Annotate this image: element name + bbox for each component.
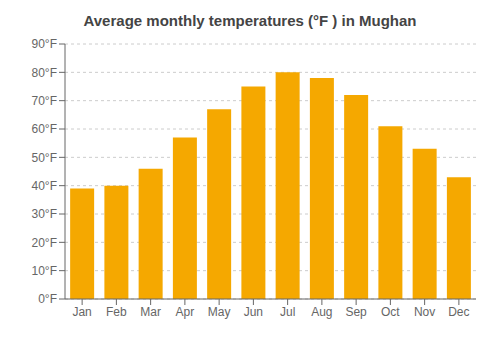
svg-text:Jul: Jul — [280, 305, 295, 319]
svg-text:50°F: 50°F — [32, 151, 57, 165]
svg-text:May: May — [208, 305, 231, 319]
svg-text:Aug: Aug — [311, 305, 332, 319]
svg-text:80°F: 80°F — [32, 66, 57, 80]
html-text:Average monthly temperatures (: Average monthly temperatures (°F ) in Mu… — [83, 12, 417, 29]
svg-text:10°F: 10°F — [32, 264, 57, 278]
svg-text:Nov: Nov — [414, 305, 435, 319]
svg-text:Jun: Jun — [244, 305, 263, 319]
svg-text:Apr: Apr — [176, 305, 195, 319]
svg-text:70°F: 70°F — [32, 94, 57, 108]
svg-text:0°F: 0°F — [38, 292, 57, 306]
svg-text:Oct: Oct — [381, 305, 400, 319]
svg-text:Sep: Sep — [345, 305, 367, 319]
svg-text:40°F: 40°F — [32, 179, 57, 193]
svg-text:Feb: Feb — [106, 305, 127, 319]
svg-text:Dec: Dec — [448, 305, 469, 319]
svg-text:90°F: 90°F — [32, 37, 57, 51]
svg-text:Jan: Jan — [72, 305, 91, 319]
svg-text:60°F: 60°F — [32, 122, 57, 136]
svg-text:Mar: Mar — [140, 305, 161, 319]
svg-text:20°F: 20°F — [32, 236, 57, 250]
svg-text:30°F: 30°F — [32, 207, 57, 221]
